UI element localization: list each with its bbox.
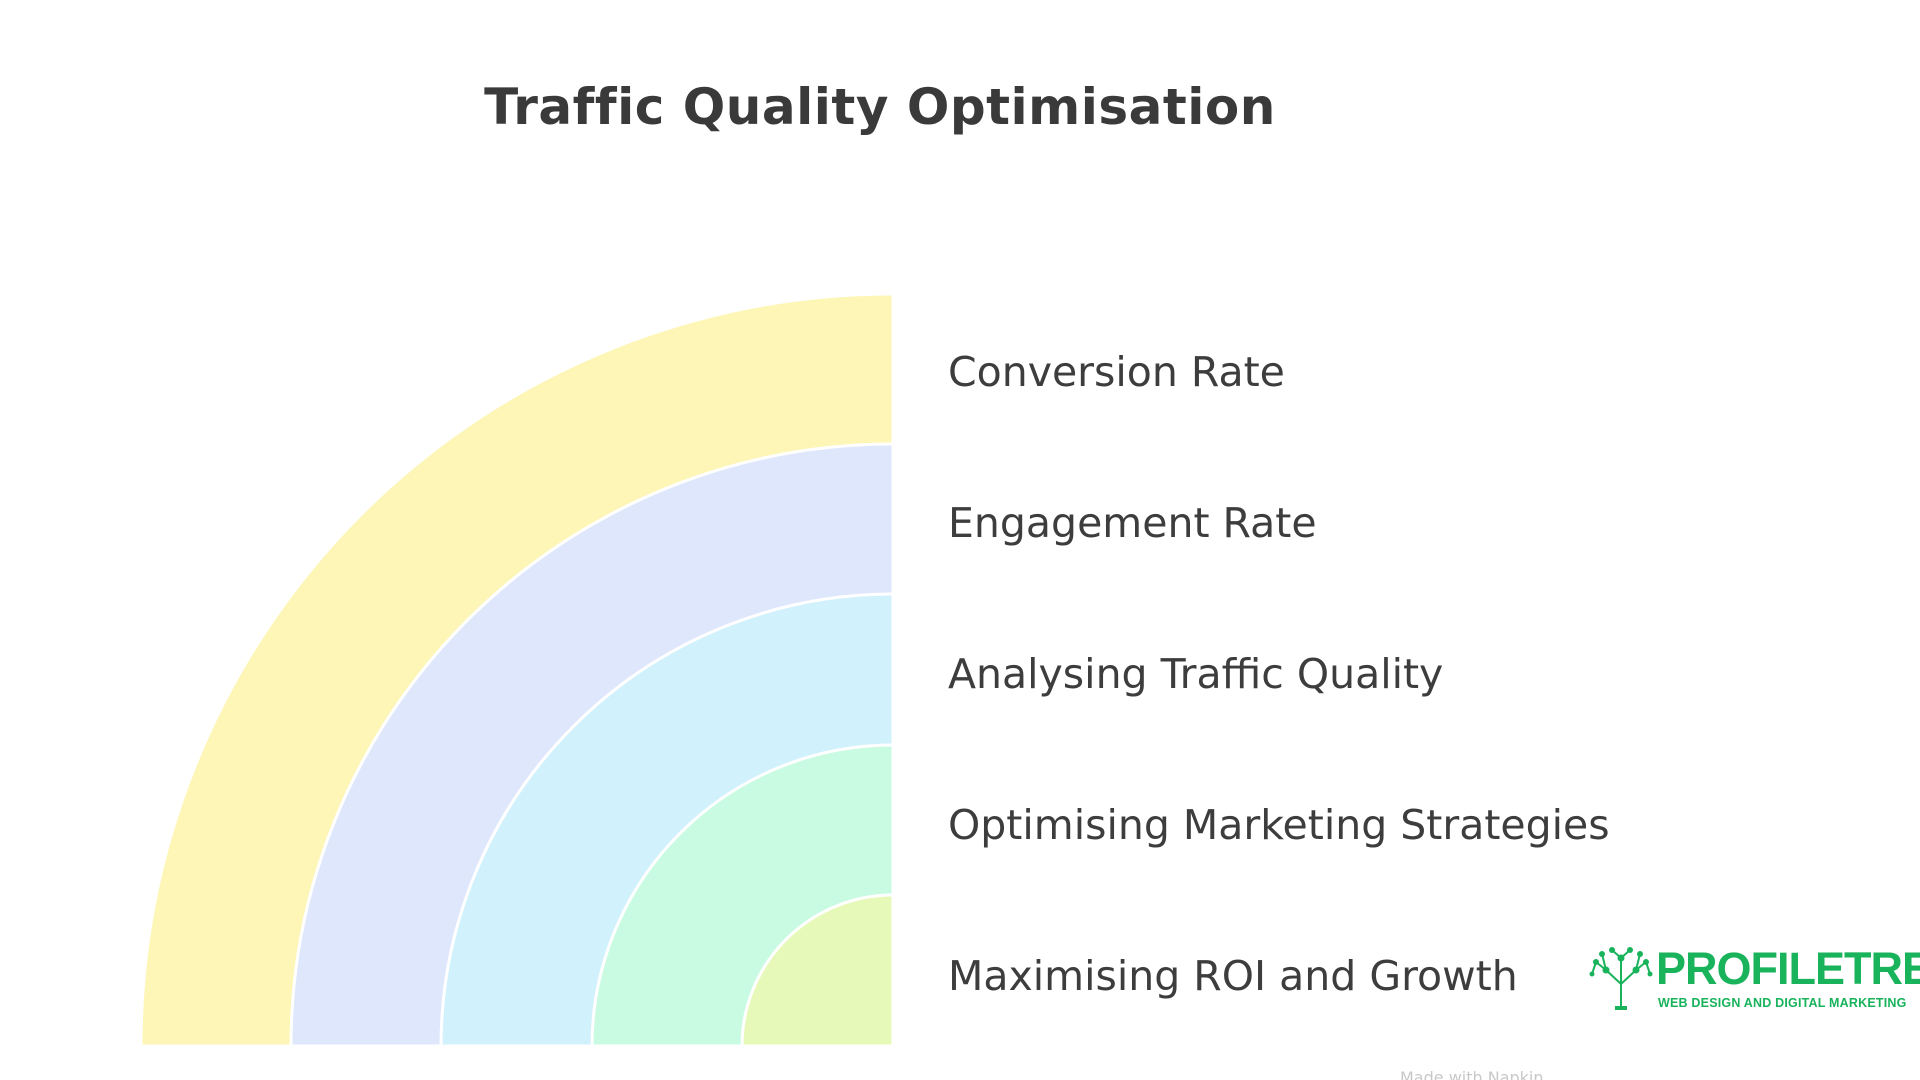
diagram-title: Traffic Quality Optimisation (484, 78, 1276, 136)
made-with-note: Made with Napkin (1400, 1068, 1544, 1080)
profiletree-logo[interactable]: PROFILETREE WEB DESIGN AND DIGITAL MARKE… (1588, 944, 1920, 1012)
logo-tagline: WEB DESIGN AND DIGITAL MARKETING (1658, 996, 1907, 1010)
tree-icon (1589, 947, 1653, 1010)
layer-label-maximising-roi-and-growth: Maximising ROI and Growth (948, 952, 1518, 1000)
layer-label-analysing-traffic-quality: Analysing Traffic Quality (948, 650, 1444, 698)
layer-label-optimising-marketing-strategies: Optimising Marketing Strategies (948, 801, 1610, 849)
layer-label-engagement-rate: Engagement Rate (948, 499, 1317, 547)
arc-layer-maximising-roi-and-growth (740, 893, 895, 1048)
layer-label-conversion-rate: Conversion Rate (948, 348, 1285, 396)
logo-brand-name: PROFILETREE (1656, 943, 1920, 994)
